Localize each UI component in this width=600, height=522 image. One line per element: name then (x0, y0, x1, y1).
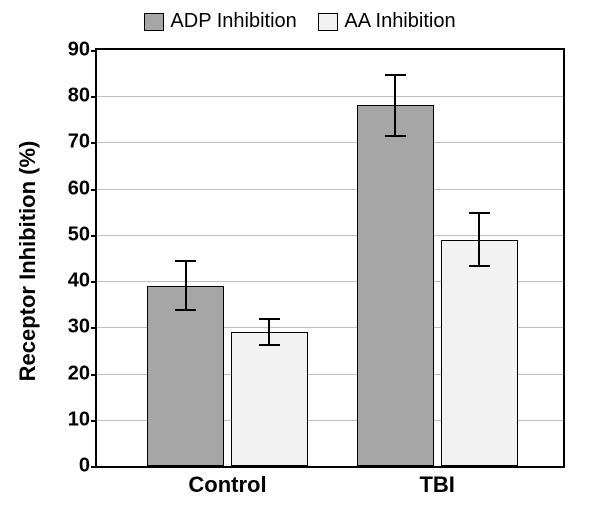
ytick-label: 0 (45, 455, 90, 478)
errorbar-cap (175, 260, 196, 262)
errorbar-cap (259, 318, 280, 320)
legend: ADP Inhibition AA Inhibition (0, 10, 600, 37)
ytick-label: 20 (45, 362, 90, 385)
bar-tbi-aa (441, 240, 518, 466)
ytick-mark (91, 189, 97, 191)
gridline (97, 235, 563, 236)
xtick-label-tbi: TBI (419, 472, 454, 498)
legend-swatch-adp (144, 13, 164, 31)
ytick-label: 30 (45, 316, 90, 339)
ytick-mark (91, 235, 97, 237)
legend-swatch-aa (318, 13, 338, 31)
errorbar-cap (259, 344, 280, 346)
legend-label-adp: ADP Inhibition (170, 10, 296, 33)
ytick-mark (91, 420, 97, 422)
gridline (97, 96, 563, 97)
ytick-mark (91, 327, 97, 329)
ytick-label: 10 (45, 408, 90, 431)
ytick-mark (91, 142, 97, 144)
ytick-label: 80 (45, 85, 90, 108)
plot-area (95, 48, 565, 468)
ytick-mark (91, 466, 97, 468)
errorbar-cap (385, 135, 406, 137)
gridline (97, 189, 563, 190)
legend-item-aa: AA Inhibition (318, 10, 455, 33)
ytick-label: 60 (45, 177, 90, 200)
errorbar-line (185, 261, 187, 310)
ytick-label: 40 (45, 270, 90, 293)
legend-item-adp: ADP Inhibition (144, 10, 296, 33)
errorbar-cap (469, 212, 490, 214)
errorbar-line (478, 213, 480, 266)
gridline (97, 142, 563, 143)
errorbar-line (394, 75, 396, 135)
ytick-mark (91, 50, 97, 52)
ytick-label: 50 (45, 223, 90, 246)
ytick-label: 90 (45, 39, 90, 62)
legend-label-aa: AA Inhibition (344, 10, 455, 33)
ytick-mark (91, 96, 97, 98)
bar-tbi-adp (357, 105, 434, 466)
y-axis-label: Receptor Inhibition (%) (15, 141, 41, 382)
ytick-mark (91, 281, 97, 283)
errorbar-cap (175, 309, 196, 311)
ytick-label: 70 (45, 131, 90, 154)
errorbar-cap (469, 265, 490, 267)
errorbar-cap (385, 74, 406, 76)
ytick-mark (91, 374, 97, 376)
bar-control-aa (231, 332, 308, 466)
bar-control-adp (147, 286, 224, 466)
receptor-inhibition-chart: ADP Inhibition AA Inhibition Receptor In… (0, 0, 600, 522)
errorbar-line (268, 319, 270, 345)
xtick-label-control: Control (188, 472, 266, 498)
